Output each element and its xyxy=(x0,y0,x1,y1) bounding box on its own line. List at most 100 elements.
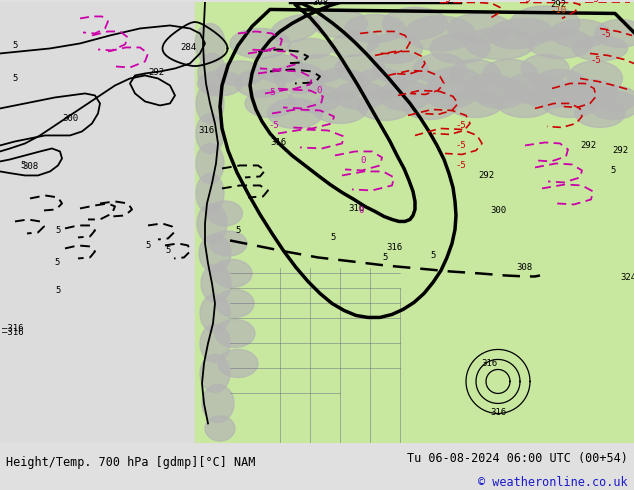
Ellipse shape xyxy=(595,20,634,48)
Ellipse shape xyxy=(403,92,458,120)
Text: 308: 308 xyxy=(516,264,532,272)
Text: -5: -5 xyxy=(268,122,279,130)
Ellipse shape xyxy=(358,91,413,121)
Ellipse shape xyxy=(427,68,482,99)
Polygon shape xyxy=(0,2,215,443)
Ellipse shape xyxy=(510,6,580,41)
Text: 292: 292 xyxy=(148,69,164,77)
Ellipse shape xyxy=(567,61,623,96)
Ellipse shape xyxy=(200,324,230,363)
Text: 316: 316 xyxy=(386,244,402,252)
Ellipse shape xyxy=(430,33,490,63)
Text: –316: –316 xyxy=(2,328,23,338)
Ellipse shape xyxy=(382,7,448,40)
Text: 316: 316 xyxy=(270,139,286,147)
Ellipse shape xyxy=(566,79,618,107)
Text: 308: 308 xyxy=(22,163,38,172)
Text: 292: 292 xyxy=(580,142,596,150)
Ellipse shape xyxy=(534,70,586,98)
Text: 0: 0 xyxy=(360,156,365,166)
Ellipse shape xyxy=(522,78,574,108)
Text: 5: 5 xyxy=(430,251,436,261)
Ellipse shape xyxy=(498,90,552,118)
Ellipse shape xyxy=(482,59,538,87)
Text: 324: 324 xyxy=(620,273,634,282)
Ellipse shape xyxy=(216,290,254,318)
Ellipse shape xyxy=(448,90,503,118)
Ellipse shape xyxy=(527,28,593,58)
Text: 5: 5 xyxy=(145,242,150,250)
Ellipse shape xyxy=(313,69,368,98)
Ellipse shape xyxy=(294,54,346,82)
Text: 316: 316 xyxy=(198,126,214,135)
Ellipse shape xyxy=(202,385,234,422)
Text: 5: 5 xyxy=(610,167,616,175)
Text: -5: -5 xyxy=(440,0,451,4)
Text: 284: 284 xyxy=(180,44,196,52)
Ellipse shape xyxy=(448,13,512,44)
Text: 292: 292 xyxy=(550,0,566,9)
Text: 316: 316 xyxy=(348,204,364,214)
Text: © weatheronline.co.uk: © weatheronline.co.uk xyxy=(478,476,628,489)
Ellipse shape xyxy=(275,63,325,94)
Text: 316: 316 xyxy=(490,409,506,417)
Ellipse shape xyxy=(373,53,427,83)
Ellipse shape xyxy=(271,15,320,42)
Ellipse shape xyxy=(345,14,405,43)
Text: 5: 5 xyxy=(382,253,387,263)
Ellipse shape xyxy=(589,92,634,120)
Text: 5: 5 xyxy=(330,233,335,243)
Ellipse shape xyxy=(235,70,285,98)
Ellipse shape xyxy=(196,144,224,183)
Ellipse shape xyxy=(287,38,332,58)
Ellipse shape xyxy=(195,24,225,63)
Text: -5: -5 xyxy=(588,0,598,4)
Ellipse shape xyxy=(209,231,247,256)
Ellipse shape xyxy=(550,20,610,48)
Text: 300: 300 xyxy=(490,206,506,216)
Ellipse shape xyxy=(414,53,466,83)
Ellipse shape xyxy=(245,90,295,118)
Text: 5: 5 xyxy=(235,226,240,236)
Text: 5: 5 xyxy=(20,161,25,171)
Ellipse shape xyxy=(215,319,255,347)
Ellipse shape xyxy=(199,234,231,272)
Text: -5: -5 xyxy=(455,161,466,171)
Bar xyxy=(195,2,634,443)
Ellipse shape xyxy=(218,349,258,377)
Ellipse shape xyxy=(573,36,628,61)
Ellipse shape xyxy=(505,74,555,103)
Ellipse shape xyxy=(335,54,385,82)
Ellipse shape xyxy=(521,54,569,82)
Text: Height/Temp. 700 hPa [gdmp][°C] NAM: Height/Temp. 700 hPa [gdmp][°C] NAM xyxy=(6,456,256,469)
Ellipse shape xyxy=(488,18,552,49)
Ellipse shape xyxy=(368,33,422,63)
Ellipse shape xyxy=(474,78,526,108)
Ellipse shape xyxy=(216,61,264,86)
Text: 292: 292 xyxy=(478,172,494,180)
Ellipse shape xyxy=(256,54,304,82)
Ellipse shape xyxy=(201,265,231,302)
Ellipse shape xyxy=(593,86,634,111)
Ellipse shape xyxy=(450,59,500,87)
Ellipse shape xyxy=(200,354,230,392)
Ellipse shape xyxy=(196,114,224,153)
Ellipse shape xyxy=(289,84,341,112)
Text: 308: 308 xyxy=(312,0,328,7)
Ellipse shape xyxy=(330,30,380,56)
Text: 300: 300 xyxy=(62,115,78,123)
Ellipse shape xyxy=(464,74,516,103)
Ellipse shape xyxy=(313,9,368,37)
Text: –316: –316 xyxy=(2,324,23,334)
Text: -10: -10 xyxy=(550,6,566,16)
Ellipse shape xyxy=(230,28,290,58)
Text: -5: -5 xyxy=(455,142,466,150)
Text: 5: 5 xyxy=(165,246,171,255)
Ellipse shape xyxy=(395,70,445,98)
Text: 5: 5 xyxy=(54,258,60,268)
Text: 5: 5 xyxy=(55,287,60,295)
Text: -5: -5 xyxy=(600,30,611,40)
Ellipse shape xyxy=(465,27,535,59)
Ellipse shape xyxy=(379,80,431,110)
Text: 0: 0 xyxy=(316,86,321,96)
